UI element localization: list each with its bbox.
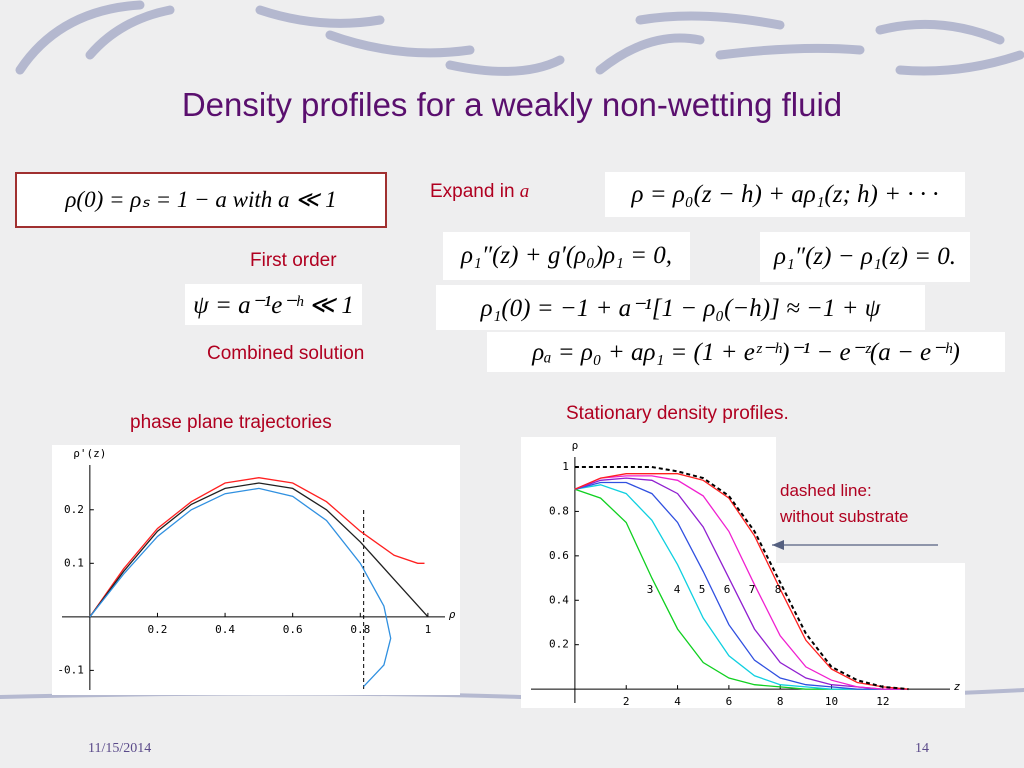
x-axis-label: z [954, 680, 961, 693]
y-tick-label: 0.4 [549, 593, 569, 606]
x-tick-label: 4 [674, 695, 681, 708]
curve-label: 5 [699, 583, 706, 596]
label: Expand in [430, 181, 515, 202]
x-tick-label: 0.4 [215, 623, 235, 636]
x-tick-label: 6 [726, 695, 733, 708]
curve [574, 475, 909, 690]
x-tick-label: 1 [425, 623, 432, 636]
curve [574, 466, 909, 691]
curve [574, 473, 909, 690]
variable: a [519, 181, 530, 202]
x-tick-label: 8 [777, 695, 784, 708]
curve-label: 3 [647, 583, 654, 596]
curve [574, 481, 909, 690]
arrowhead [772, 540, 784, 550]
y-tick-label: 0.8 [549, 504, 569, 517]
y-tick-label: 0.2 [64, 503, 84, 516]
curve [89, 487, 392, 687]
figure-background [52, 445, 460, 695]
x-tick-label: 12 [876, 695, 889, 708]
equation: ρ₁(0) = −1 + a⁻¹[1 − ρ₀(−h)] ≈ −1 + ψ [436, 285, 925, 330]
curve-label: 8 [775, 583, 782, 596]
curve-label: 7 [749, 583, 756, 596]
label: Stationary density profiles. [566, 403, 789, 424]
curve [574, 477, 909, 690]
label: dashed line: [780, 481, 872, 500]
x-tick-label: 2 [623, 695, 630, 708]
x-tick-label: 0.6 [283, 623, 303, 636]
y-tick-label: 0.6 [549, 549, 569, 562]
x-tick-label: 0.8 [350, 623, 370, 636]
date: 11/15/2014 [88, 741, 152, 756]
y-tick-label: 0.2 [549, 638, 569, 651]
equation: ρ₁″(z) − ρ₁(z) = 0. [760, 232, 970, 282]
equation: ρₐ = ρ₀ + aρ₁ = (1 + eᶻ⁻ʰ)⁻¹ − e⁻ᶻ(a − e… [487, 332, 1005, 372]
equation: ρ₁″(z) + g′(ρ₀)ρ₁ = 0, [443, 232, 690, 280]
curve-label: 4 [674, 583, 681, 596]
equation: ρ(0) = ρₛ = 1 − a with a ≪ 1 [15, 172, 387, 228]
y-tick-label: 0.1 [64, 556, 84, 569]
y-axis-label: ρ [572, 439, 579, 452]
y-tick-label: 1 [562, 460, 569, 473]
label: Combined solution [207, 343, 365, 364]
y-axis-label: ρ'(z) [73, 447, 106, 460]
page-number: 14 [915, 741, 929, 756]
curve-label: 6 [724, 583, 731, 596]
x-axis-label: ρ [449, 608, 456, 621]
label: First order [250, 250, 337, 271]
x-tick-label: 10 [825, 695, 838, 708]
figure-background [521, 437, 965, 708]
equation: ψ = a⁻¹e⁻ʰ ≪ 1 [185, 284, 362, 325]
y-tick-label: -0.1 [57, 663, 84, 676]
label: Expand in a [430, 181, 529, 203]
equation: ρ = ρ₀(z − h) + aρ₁(z; h) + · · · [605, 172, 965, 217]
curve [89, 482, 429, 618]
curve [89, 477, 425, 618]
x-tick-label: 0.2 [148, 623, 168, 636]
title: Density profiles for a weakly non-wettin… [181, 86, 843, 123]
label: phase plane trajectories [130, 412, 332, 433]
label: without substrate [780, 507, 909, 526]
